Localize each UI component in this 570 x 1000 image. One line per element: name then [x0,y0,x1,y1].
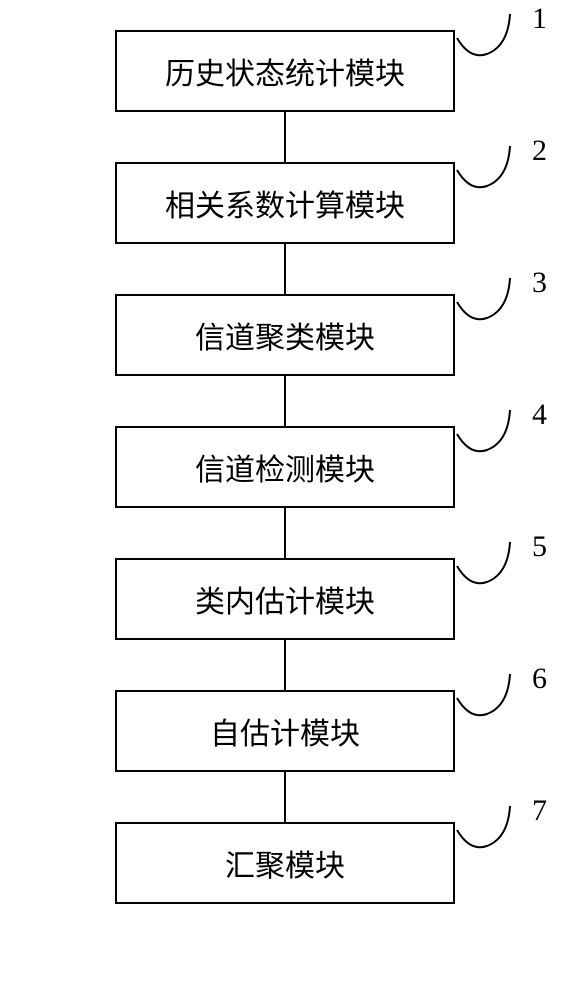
flowchart-node: 历史状态统计模块1 [115,30,455,112]
flowchart-connector [284,640,286,690]
node-number: 5 [532,530,547,564]
flowchart-connector [284,772,286,822]
node-number: 7 [532,794,547,828]
callout-curve [452,670,522,720]
node-number: 6 [532,662,547,696]
flowchart-connector [284,112,286,162]
node-label: 相关系数计算模块 [165,181,405,225]
node-label: 汇聚模块 [225,841,345,885]
node-label: 信道检测模块 [195,445,375,489]
node-label: 历史状态统计模块 [165,49,405,93]
flowchart-connector [284,508,286,558]
node-number: 4 [532,398,547,432]
flowchart-node: 信道聚类模块3 [115,294,455,376]
flowchart-node: 相关系数计算模块2 [115,162,455,244]
flowchart-container: 历史状态统计模块1 相关系数计算模块2 信道聚类模块3 信道检测模块4 类内估计模块5 自… [115,30,455,904]
node-number: 3 [532,266,547,300]
callout-curve [452,538,522,588]
flowchart-node: 自估计模块6 [115,690,455,772]
flowchart-node: 类内估计模块5 [115,558,455,640]
callout-curve [452,406,522,456]
flowchart-node: 信道检测模块4 [115,426,455,508]
callout-curve [452,10,522,60]
node-number: 1 [532,2,547,36]
callout-curve [452,802,522,852]
flowchart-connector [284,244,286,294]
callout-curve [452,274,522,324]
node-label: 类内估计模块 [195,577,375,621]
callout-curve [452,142,522,192]
flowchart-connector [284,376,286,426]
node-label: 自估计模块 [210,709,360,753]
flowchart-node: 汇聚模块7 [115,822,455,904]
node-label: 信道聚类模块 [195,313,375,357]
node-number: 2 [532,134,547,168]
